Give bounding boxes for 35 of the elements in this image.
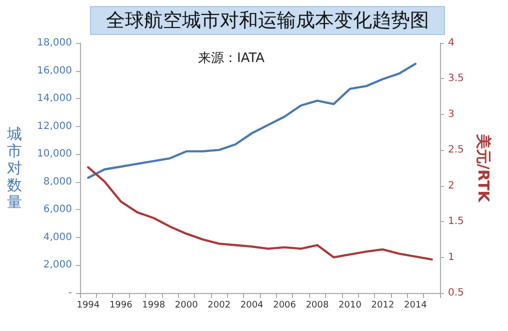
x-tick-label: 2006 <box>273 300 296 310</box>
y-tick-label: 14,000 <box>37 93 72 104</box>
y-tick-label: - <box>68 288 72 298</box>
y2-tick-label: 0.5 <box>448 288 464 298</box>
x-tick-label: 2004 <box>240 300 264 310</box>
y2-tick-label: 3.5 <box>448 73 464 84</box>
y2-tick-label: 4 <box>448 38 454 48</box>
x-tick-label: 2008 <box>306 300 329 310</box>
y2-tick-label: 1.5 <box>448 216 464 228</box>
line-series <box>87 62 417 179</box>
y2-tick-label: 3 <box>448 108 454 120</box>
x-tick-label: 2002 <box>208 300 231 310</box>
y2-tick-label: 2.5 <box>448 144 464 156</box>
y-tick-label: 16,000 <box>37 65 72 76</box>
y-tick-label: 8,000 <box>43 176 72 188</box>
y-axis-title: 城市对数量 <box>6 125 22 211</box>
chart-title: 全球航空城市对和运输成本变化趋势图 <box>106 10 429 32</box>
x-tick-label: 2000 <box>174 300 198 310</box>
y-tick-label: 12,000 <box>37 120 72 132</box>
y-tick-label: 6,000 <box>43 204 72 216</box>
y2-tick-label: 1 <box>448 252 454 263</box>
y2-axis-title: 美元/RTK <box>474 132 492 204</box>
x-tick-label: 2012 <box>371 300 394 310</box>
x-tick-label: 2010 <box>338 300 362 310</box>
line-series <box>87 166 433 261</box>
x-tick-label: 1998 <box>142 300 166 310</box>
x-tick-label: 1996 <box>109 300 133 310</box>
y-tick-label: 18,000 <box>37 38 72 48</box>
x-tick-label: 2014 <box>404 300 428 310</box>
y-tick-label: 2,000 <box>43 260 72 271</box>
y-tick-label: 10,000 <box>37 148 72 160</box>
annotation: 来源：IATA <box>198 51 265 66</box>
y2-tick-label: 2 <box>448 180 454 192</box>
y-tick-label: 4,000 <box>43 232 72 243</box>
x-tick-label: 1994 <box>76 300 100 310</box>
